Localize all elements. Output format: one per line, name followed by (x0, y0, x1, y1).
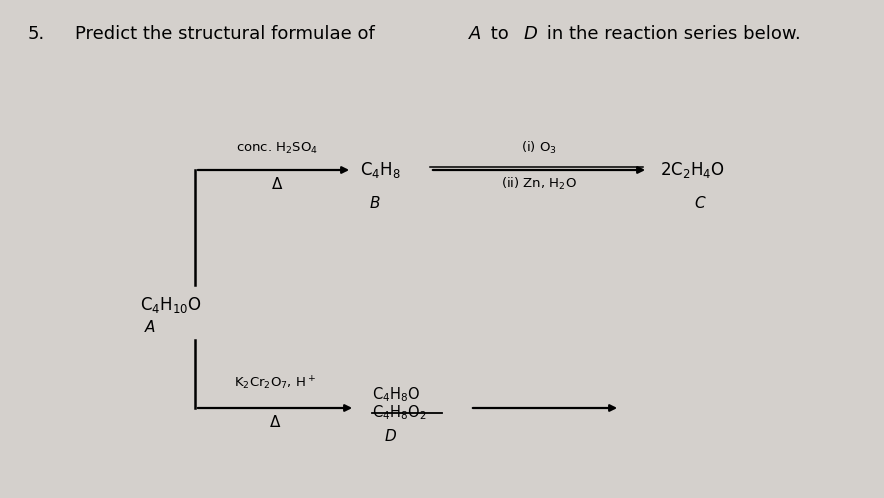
Text: in the reaction series below.: in the reaction series below. (541, 25, 801, 43)
Text: C$_4$H$_8$O$_2$: C$_4$H$_8$O$_2$ (372, 404, 426, 422)
Text: C$_4$H$_8$O: C$_4$H$_8$O (372, 385, 420, 404)
Text: B: B (370, 196, 380, 211)
Text: C: C (695, 196, 705, 211)
Text: $\Delta$: $\Delta$ (269, 414, 281, 430)
Text: (ii) Zn, H$_2$O: (ii) Zn, H$_2$O (501, 176, 577, 192)
Text: A: A (145, 320, 156, 335)
Text: conc. H$_2$SO$_4$: conc. H$_2$SO$_4$ (236, 141, 318, 156)
Text: Predict the structural formulae of: Predict the structural formulae of (75, 25, 380, 43)
Text: K$_2$Cr$_2$O$_7$, H$^+$: K$_2$Cr$_2$O$_7$, H$^+$ (234, 374, 316, 392)
Text: C$_4$H$_8$: C$_4$H$_8$ (360, 160, 400, 180)
Text: 2C$_2$H$_4$O: 2C$_2$H$_4$O (660, 160, 725, 180)
Text: 5.: 5. (28, 25, 45, 43)
Text: (i) O$_3$: (i) O$_3$ (521, 140, 557, 156)
Text: D: D (385, 429, 396, 444)
Text: $\Delta$: $\Delta$ (271, 176, 284, 192)
Text: D: D (523, 25, 537, 43)
Text: to: to (485, 25, 514, 43)
Text: A: A (469, 25, 482, 43)
Text: C$_4$H$_{10}$O: C$_4$H$_{10}$O (140, 295, 202, 315)
